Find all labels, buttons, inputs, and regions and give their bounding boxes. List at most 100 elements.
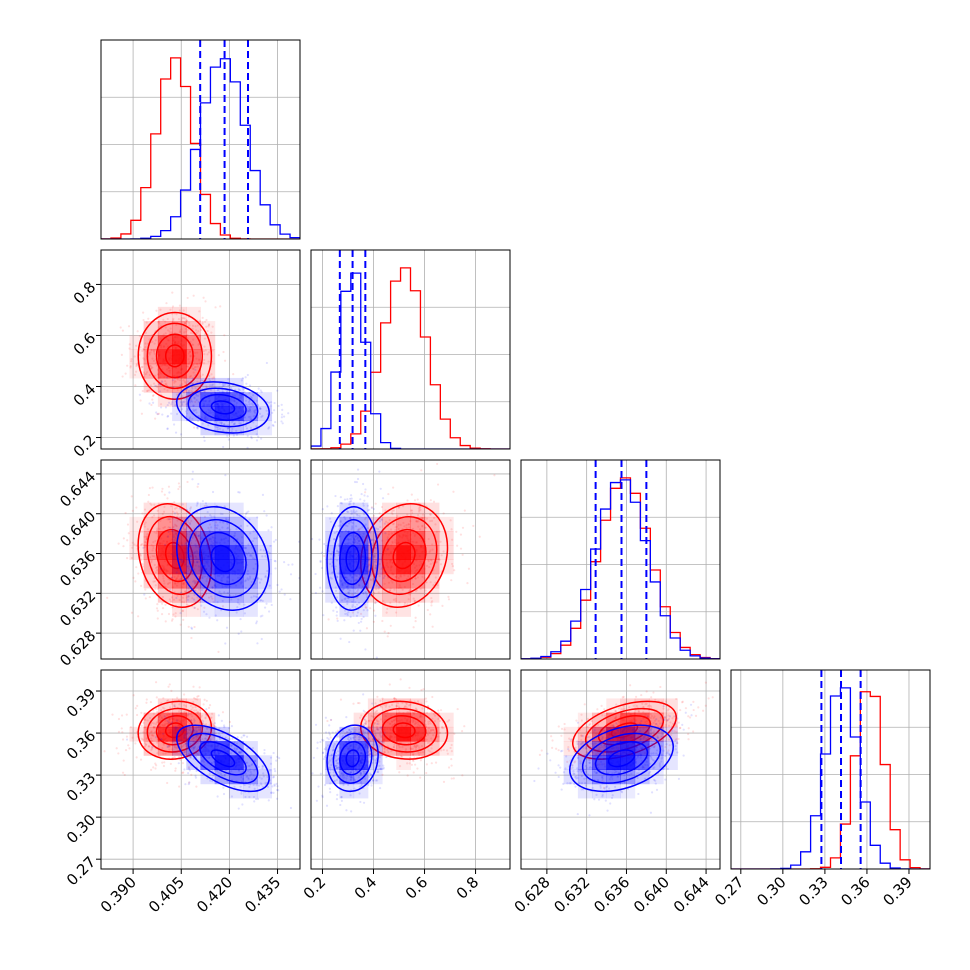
sample-point	[358, 702, 361, 705]
sample-point	[386, 607, 389, 611]
sample-point	[162, 743, 165, 746]
sample-point	[161, 512, 164, 516]
sample-point	[168, 706, 172, 709]
sample-point	[201, 575, 205, 578]
sample-point	[413, 745, 416, 748]
sample-point	[144, 718, 147, 722]
sample-point	[166, 781, 169, 785]
sample-point	[184, 753, 187, 757]
sample-point	[184, 571, 188, 575]
sample-point	[232, 423, 235, 426]
sample-point	[172, 598, 176, 601]
contour-1	[199, 531, 247, 586]
sample-point	[375, 728, 379, 731]
panel-content	[311, 670, 510, 869]
sample-point	[179, 623, 182, 626]
sample-point	[138, 335, 141, 338]
sample-point	[347, 510, 350, 514]
sample-point	[378, 520, 382, 523]
sample-point	[192, 746, 195, 749]
sample-point	[143, 745, 147, 748]
sample-point	[180, 317, 183, 320]
sample-point	[234, 594, 237, 597]
contour-0	[164, 541, 185, 570]
sample-point	[198, 686, 201, 689]
sample-point	[248, 518, 251, 521]
sample-point	[381, 697, 384, 700]
sample-point	[244, 772, 247, 775]
sample-point	[418, 746, 421, 749]
sample-point	[377, 591, 380, 594]
sample-point	[244, 376, 247, 379]
sample-point	[449, 746, 452, 750]
sample-point	[236, 601, 239, 604]
sample-point	[372, 620, 375, 623]
sample-point	[319, 586, 322, 589]
sample-point	[189, 713, 192, 716]
contour-0	[137, 311, 213, 400]
density-cell	[367, 712, 383, 728]
sample-point	[274, 420, 277, 424]
sample-point	[121, 731, 124, 734]
sample-point	[221, 605, 225, 608]
sample-point	[195, 785, 198, 788]
sample-point	[201, 576, 204, 580]
sample-point	[221, 711, 225, 714]
sample-point	[148, 373, 151, 377]
sample-point	[260, 599, 263, 602]
sample-point	[223, 359, 227, 362]
sample-point	[351, 512, 354, 515]
sample-point	[171, 291, 174, 294]
sample-point	[417, 751, 420, 755]
sample-point	[125, 713, 128, 716]
sample-point	[410, 493, 413, 496]
sample-point	[493, 474, 496, 477]
density-cell	[410, 531, 426, 546]
sample-point	[182, 379, 185, 382]
sample-point	[187, 712, 190, 716]
sample-point	[192, 729, 195, 732]
sample-point	[249, 532, 252, 535]
sample-point	[187, 782, 190, 786]
sample-point	[356, 590, 359, 593]
sample-point	[263, 606, 267, 609]
sample-point	[164, 383, 167, 386]
sample-point	[425, 564, 429, 567]
density-cell	[200, 559, 216, 575]
sample-point	[240, 750, 243, 754]
sample-point	[168, 745, 171, 748]
sample-point	[162, 579, 166, 583]
density-cell	[172, 712, 187, 728]
sample-point	[202, 362, 206, 365]
sample-point	[185, 526, 189, 529]
sample-point	[351, 611, 354, 614]
density-cell	[325, 559, 340, 575]
sample-point	[160, 490, 164, 493]
sample-point	[216, 619, 219, 622]
sample-point	[135, 713, 139, 717]
sample-point	[351, 593, 354, 596]
sample-point	[199, 708, 202, 712]
panel-frame	[100, 669, 301, 870]
sample-point	[166, 427, 169, 430]
sample-point	[145, 371, 149, 374]
sample-point	[364, 591, 368, 594]
sample-point	[155, 530, 158, 533]
sample-point	[421, 516, 424, 520]
sample-point	[428, 731, 431, 734]
sample-point	[166, 535, 170, 538]
sample-point	[442, 512, 445, 515]
sample-point	[184, 590, 187, 594]
sample-point	[204, 717, 207, 720]
sample-point	[193, 721, 196, 724]
sample-point	[407, 598, 410, 601]
sample-point	[177, 762, 180, 765]
sample-point	[255, 784, 258, 787]
sample-point	[203, 439, 206, 442]
sample-point	[210, 515, 213, 518]
sample-point	[409, 746, 412, 749]
sample-point	[270, 791, 273, 795]
sample-point	[261, 599, 264, 603]
sample-point	[354, 601, 357, 604]
sample-point	[371, 577, 375, 581]
